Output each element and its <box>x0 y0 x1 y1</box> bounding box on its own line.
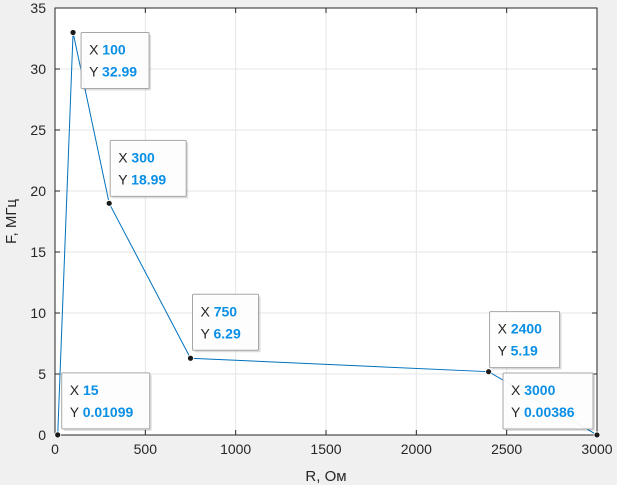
y-tick-label: 20 <box>30 183 46 199</box>
tick-labels: 0 500 1000 1500 2000 2500 3000 0 5 10 15 20 25 30 35 <box>30 0 612 457</box>
data-point-marker[interactable] <box>54 431 62 439</box>
datatip-y-label: Y <box>201 325 214 341</box>
datatip-x-value: 750 <box>214 303 238 319</box>
x-axis-label: R, Ом <box>305 468 346 485</box>
x-tick-label: 2500 <box>491 441 522 457</box>
datatip-y-value: 0.00386 <box>524 404 575 420</box>
datatip-y-label: Y <box>498 343 511 359</box>
datatip-x-text: X 750 <box>201 303 238 319</box>
datatip-y-label: Y <box>89 64 102 80</box>
datatip-x-text: X 15 <box>70 382 99 398</box>
y-tick-label: 5 <box>38 366 46 382</box>
x-tick-label: 1500 <box>310 441 341 457</box>
x-tick-label: 500 <box>134 441 158 457</box>
datatip-box <box>502 372 594 430</box>
x-tick-label: 3000 <box>581 441 612 457</box>
datatip-y-value: 32.99 <box>102 64 137 80</box>
datatip-y-value: 0.01099 <box>83 404 134 420</box>
datatip-x-label: X <box>118 149 131 165</box>
datatip-x-text: X 3000 <box>511 382 556 398</box>
datatip-y-text: Y 5.19 <box>498 343 538 359</box>
datatip-box <box>109 139 187 197</box>
datatip-box <box>80 32 150 90</box>
datatip-box <box>192 293 259 351</box>
datatip-x-text: X 2400 <box>498 321 543 337</box>
datatip-x-label: X <box>70 382 83 398</box>
data-point-marker[interactable] <box>593 431 601 439</box>
datatip-x-value: 300 <box>131 149 155 165</box>
y-tick-label: 0 <box>38 427 46 443</box>
y-tick-label: 35 <box>30 0 46 16</box>
data-point-marker[interactable] <box>485 368 493 376</box>
datatip-x-value: 100 <box>102 42 126 58</box>
datatip-x-label: X <box>201 303 214 319</box>
y-tick-label: 10 <box>30 305 46 321</box>
data-point-marker[interactable] <box>187 354 194 362</box>
datatip-x-value: 3000 <box>524 382 555 398</box>
datatip-x-value: 2400 <box>511 321 542 337</box>
x-tick-label: 0 <box>51 441 59 457</box>
datatip-y-label: Y <box>511 404 524 420</box>
y-tick-label: 25 <box>30 122 46 138</box>
datatip-y-label: Y <box>118 171 131 187</box>
datatip-x-value: 15 <box>83 382 99 398</box>
datatip-x-label: X <box>511 382 524 398</box>
y-axis-label: F, МГц <box>3 199 20 244</box>
datatip-y-text: Y 18.99 <box>118 171 166 187</box>
datatip-y-label: Y <box>70 404 83 420</box>
datatip-y-value: 5.19 <box>511 343 538 359</box>
datatip-y-text: Y 0.00386 <box>511 404 575 420</box>
datatip-box <box>61 372 151 430</box>
datatip-y-text: Y 6.29 <box>201 325 241 341</box>
datatip-x-text: X 300 <box>118 149 155 165</box>
datatip-y-value: 6.29 <box>213 325 240 341</box>
datatip-x-label: X <box>89 42 102 58</box>
y-tick-label: 30 <box>30 61 46 77</box>
datatip-y-text: Y 32.99 <box>89 64 137 80</box>
y-tick-label: 15 <box>30 244 46 260</box>
datatip-y-text: Y 0.01099 <box>70 404 134 420</box>
datatip-box <box>489 311 561 369</box>
data-point-marker[interactable] <box>69 29 77 36</box>
datatip-x-label: X <box>498 321 511 337</box>
x-tick-label: 1000 <box>220 441 251 457</box>
datatip-x-text: X 100 <box>89 42 126 58</box>
data-point-marker[interactable] <box>105 199 113 207</box>
datatip-y-value: 18.99 <box>131 171 166 187</box>
x-tick-label: 2000 <box>401 441 432 457</box>
axes-box <box>54 7 598 436</box>
datatip[interactable]: X 15Y 0.01099 <box>61 372 152 431</box>
